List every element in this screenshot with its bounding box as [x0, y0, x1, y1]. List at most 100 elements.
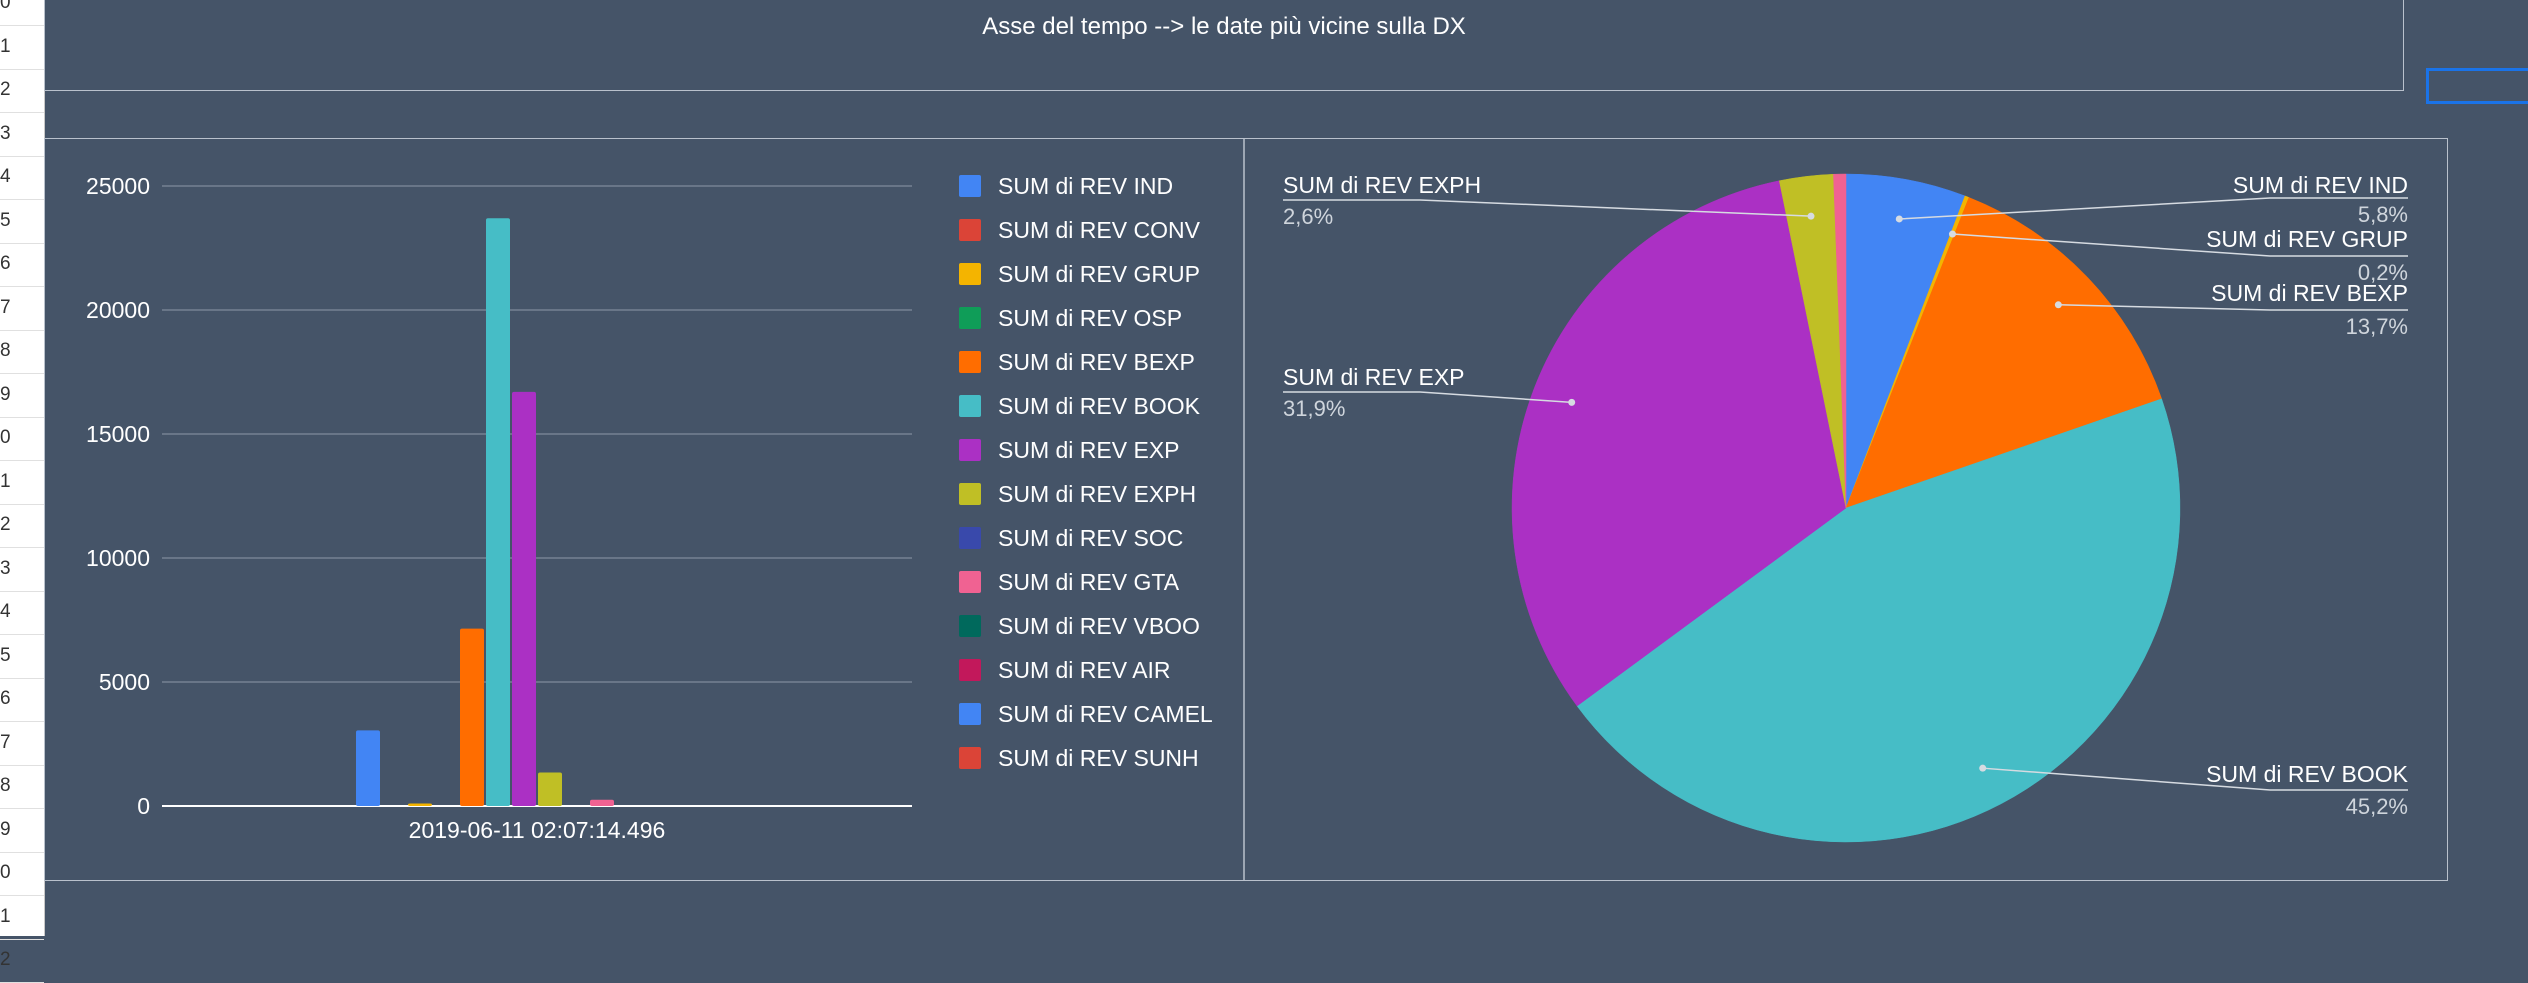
- legend-label: SUM di REV BEXP: [998, 349, 1195, 375]
- legend-item[interactable]: SUM di REV SOC: [959, 525, 1183, 551]
- pie-label-name: SUM di REV BEXP: [2211, 280, 2408, 306]
- pie-callout: SUM di REV BEXP 13,7%: [2054, 280, 2408, 339]
- legend-item[interactable]: SUM di REV GRUP: [959, 261, 1200, 287]
- bar-chart-legend: SUM di REV IND SUM di REV CONV SUM di REV …: [959, 173, 1213, 771]
- legend-swatch: [959, 527, 981, 549]
- pie-label-name: SUM di REV EXPH: [1283, 172, 1481, 198]
- legend-swatch: [959, 615, 981, 637]
- chart-frame[interactable]: [44, 138, 2448, 881]
- y-tick-label: 5000: [99, 669, 150, 695]
- legend-label: SUM di REV EXPH: [998, 481, 1196, 507]
- pie-callout: SUM di REV IND 5,8%: [1895, 172, 2408, 227]
- legend-label: SUM di REV CONV: [998, 217, 1201, 243]
- row-number[interactable]: 9: [0, 818, 11, 840]
- row-number[interactable]: 3: [0, 557, 11, 579]
- row-number[interactable]: 1: [0, 35, 11, 57]
- row-number[interactable]: 5: [0, 209, 11, 231]
- row-number[interactable]: 6: [0, 253, 11, 274]
- row-number[interactable]: 9: [0, 383, 11, 405]
- legend-swatch: [959, 483, 981, 505]
- row-divider: [0, 677, 44, 679]
- bar-sum-di-rev-grup[interactable]: [408, 803, 432, 806]
- row-divider: [0, 242, 44, 244]
- row-number[interactable]: 6: [0, 688, 11, 709]
- row-number[interactable]: 0: [0, 0, 11, 13]
- row-number[interactable]: 5: [0, 644, 11, 666]
- row-number[interactable]: 2: [0, 514, 11, 535]
- legend-item[interactable]: SUM di REV IND: [959, 173, 1173, 199]
- legend-label: SUM di REV SUNH: [998, 745, 1199, 771]
- bar-sum-di-rev-bexp[interactable]: [460, 628, 484, 806]
- row-number[interactable]: 2: [0, 79, 11, 100]
- row-number[interactable]: 7: [0, 731, 11, 753]
- row-number[interactable]: 7: [0, 296, 11, 318]
- pie-slice-sum-di-rev-book[interactable]: [1576, 398, 2181, 843]
- pie-callout: SUM di REV EXPH 2,6%: [1283, 172, 1815, 229]
- legend-item[interactable]: SUM di REV AIR: [959, 657, 1171, 683]
- row-divider: [0, 764, 44, 766]
- callout-line: [1982, 767, 2408, 791]
- row-number[interactable]: 1: [0, 905, 11, 927]
- row-number[interactable]: 0: [0, 427, 11, 448]
- pie-slice-sum-di-rev-gta[interactable]: [1833, 173, 1847, 509]
- row-number[interactable]: 2: [0, 949, 11, 970]
- row-divider: [0, 25, 44, 26]
- pie-label-percent: 31,9%: [1283, 396, 1345, 421]
- y-tick-label: 0: [137, 793, 150, 819]
- bar-sum-di-rev-gta[interactable]: [590, 799, 614, 806]
- legend-label: SUM di REV BOOK: [998, 393, 1201, 419]
- pie-label-percent: 2,6%: [1283, 204, 1333, 229]
- row-divider: [0, 895, 44, 896]
- y-tick-label: 20000: [86, 297, 150, 323]
- legend-item[interactable]: SUM di REV SUNH: [959, 745, 1199, 771]
- pie-callout: SUM di REV BOOK 45,2%: [1979, 761, 2409, 819]
- callout-line: [1899, 197, 2408, 220]
- legend-label: SUM di REV OSP: [998, 305, 1182, 331]
- row-number[interactable]: 4: [0, 601, 11, 622]
- bar-chart[interactable]: 0 5000 10000 15000 20000 25000 2019-06-11 02:0…: [86, 173, 912, 843]
- pie-label-percent: 5,8%: [2358, 202, 2408, 227]
- row-number[interactable]: 8: [0, 340, 11, 361]
- pie-label-percent: 13,7%: [2346, 314, 2408, 339]
- legend-label: SUM di REV SOC: [998, 525, 1183, 551]
- legend-item[interactable]: SUM di REV EXP: [959, 437, 1180, 463]
- callout-line: [1283, 391, 1572, 404]
- bar-sum-di-rev-book[interactable]: [486, 218, 510, 807]
- selected-cell-outline[interactable]: [2426, 68, 2528, 104]
- row-divider: [0, 112, 44, 113]
- row-divider: [0, 329, 44, 331]
- row-divider: [0, 590, 44, 592]
- legend-item[interactable]: SUM di REV CAMEL: [959, 701, 1213, 727]
- legend-item[interactable]: SUM di REV EXPH: [959, 481, 1196, 507]
- row-divider: [0, 286, 44, 287]
- y-tick-label: 25000: [86, 173, 150, 199]
- row-number[interactable]: 3: [0, 122, 11, 144]
- legend-label: SUM di REV AIR: [998, 657, 1171, 683]
- legend-item[interactable]: SUM di REV BEXP: [959, 349, 1195, 375]
- legend-item[interactable]: SUM di REV OSP: [959, 305, 1182, 331]
- row-divider: [0, 721, 44, 722]
- legend-item[interactable]: SUM di REV BOOK: [959, 393, 1201, 419]
- row-divider: [0, 199, 44, 200]
- legend-item[interactable]: SUM di REV GTA: [959, 569, 1180, 595]
- row-number[interactable]: 1: [0, 470, 11, 492]
- row-divider: [0, 373, 44, 374]
- row-number[interactable]: 0: [0, 862, 11, 883]
- callout-line: [1952, 233, 2408, 257]
- legend-item[interactable]: SUM di REV CONV: [959, 217, 1201, 243]
- title-cell[interactable]: Asse del tempo --> le date più vicine su…: [44, 0, 2404, 91]
- pie-label-name: SUM di REV BOOK: [2206, 761, 2409, 787]
- pie-label-name: SUM di REV EXP: [1283, 364, 1465, 390]
- bar-sum-di-rev-exph[interactable]: [538, 772, 562, 806]
- row-number[interactable]: 8: [0, 775, 11, 796]
- legend-swatch: [959, 571, 981, 593]
- bar-sum-di-rev-exp[interactable]: [512, 391, 536, 806]
- bar-sum-di-rev-ind[interactable]: [356, 730, 380, 806]
- row-number[interactable]: 4: [0, 166, 11, 187]
- page-title: Asse del tempo --> le date più vicine su…: [982, 13, 1466, 40]
- legend-item[interactable]: SUM di REV VBOO: [959, 613, 1200, 639]
- pie-slice-sum-di-rev-bexp[interactable]: [1845, 197, 2162, 509]
- legend-label: SUM di REV GTA: [998, 569, 1180, 595]
